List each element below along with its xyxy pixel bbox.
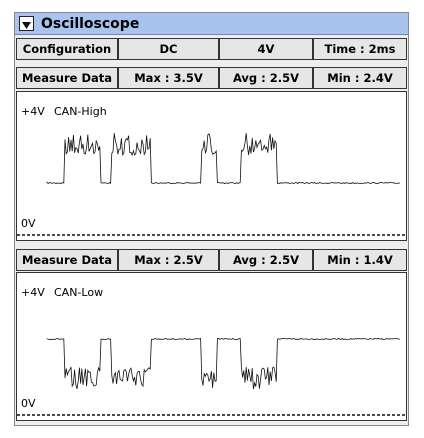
- channel-name: CAN-High: [54, 105, 107, 118]
- measure-label: Measure Data: [16, 249, 118, 271]
- waveform-area: [17, 337, 406, 416]
- waveform-area: [17, 133, 406, 236]
- channel-name: CAN-Low: [54, 286, 104, 299]
- scope-plot: [16, 272, 407, 421]
- bottom-voltage-label: 0V: [21, 217, 36, 230]
- config-cell: DC: [118, 38, 219, 60]
- top-voltage-label: +4V: [21, 286, 45, 299]
- top-voltage-label: +4V: [21, 105, 45, 118]
- bottom-voltage-label: 0V: [21, 397, 36, 410]
- measure-cell: Min : 2.4V: [313, 67, 407, 89]
- config-cell: 4V: [219, 38, 313, 60]
- scope-plot: [16, 91, 407, 241]
- config-cell: Time : 2ms: [313, 38, 407, 60]
- measure-label: Measure Data: [16, 67, 118, 89]
- measure-cell: Min : 1.4V: [313, 249, 407, 271]
- measure-cell: Max : 3.5V: [118, 67, 219, 89]
- signal-trace: [46, 133, 400, 185]
- signal-trace: [46, 337, 400, 390]
- toggle-icon: [22, 22, 31, 29]
- measure-cell: Avg : 2.5V: [219, 67, 313, 89]
- measure-cell: Max : 2.5V: [118, 249, 219, 271]
- measure-cell: Avg : 2.5V: [219, 249, 313, 271]
- collapse-toggle[interactable]: [19, 16, 34, 31]
- config-label: Configuration: [16, 38, 118, 60]
- panel-title: Oscilloscope: [15, 13, 408, 35]
